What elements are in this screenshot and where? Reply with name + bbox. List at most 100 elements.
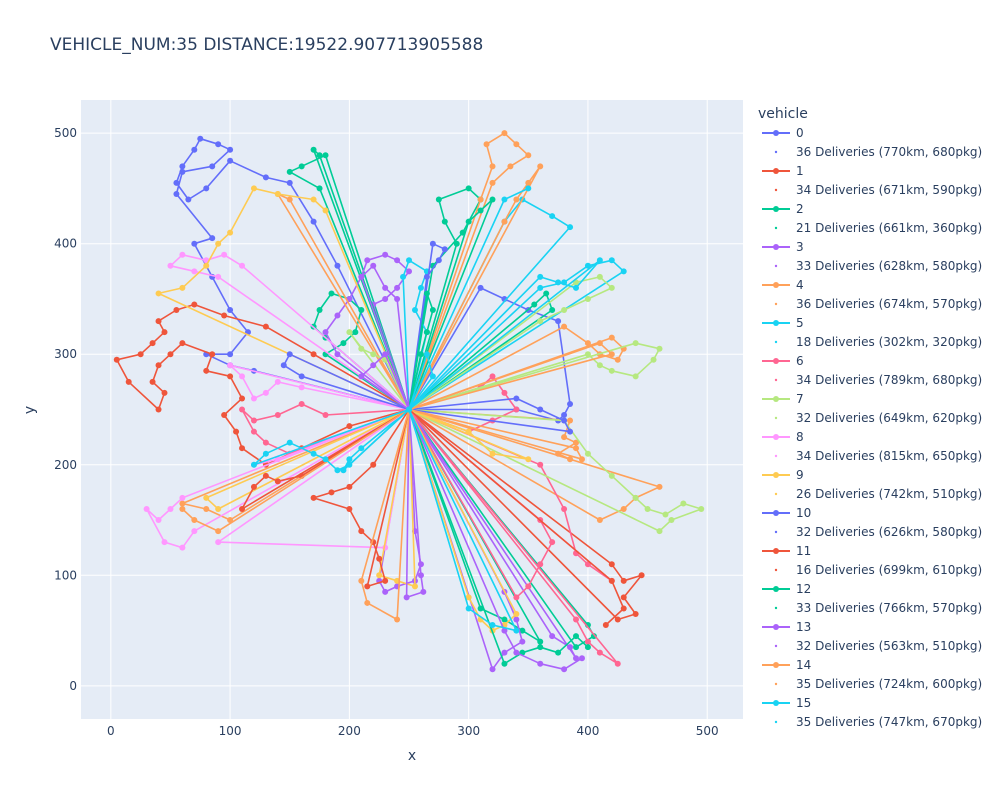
delivery-point xyxy=(334,312,341,319)
legend-item-vehicle[interactable]: 11 xyxy=(762,544,811,558)
legend-item-vehicle[interactable]: 1 xyxy=(762,164,804,178)
delivery-point xyxy=(501,196,508,203)
legend-label: 33 Deliveries (628km, 580pkg) xyxy=(796,259,982,273)
legend-label: 36 Deliveries (770km, 680pkg) xyxy=(796,145,982,159)
delivery-point xyxy=(376,555,383,562)
delivery-point xyxy=(573,616,580,623)
delivery-point xyxy=(250,185,257,192)
delivery-point xyxy=(429,307,436,314)
legend-label: 32 Deliveries (649km, 620pkg) xyxy=(796,411,982,425)
delivery-point xyxy=(227,373,234,380)
legend-item-vehicle[interactable]: 9 xyxy=(762,468,804,482)
legend-item-vehicle[interactable]: 8 xyxy=(762,430,804,444)
legend-item-summary[interactable]: 35 Deliveries (747km, 670pkg) xyxy=(774,715,982,729)
delivery-point xyxy=(501,627,508,634)
legend-marker-swatch xyxy=(773,434,779,440)
delivery-point xyxy=(286,439,293,446)
legend-item-summary[interactable]: 32 Deliveries (649km, 620pkg) xyxy=(774,411,982,425)
legend-item-vehicle[interactable]: 13 xyxy=(762,620,811,634)
delivery-point xyxy=(316,185,323,192)
delivery-point xyxy=(286,351,293,358)
x-tick-label: 500 xyxy=(696,724,719,738)
x-tick-label: 100 xyxy=(219,724,242,738)
legend-item-summary[interactable]: 16 Deliveries (699km, 610pkg) xyxy=(774,563,982,577)
legend-item-summary[interactable]: 33 Deliveries (766km, 570pkg) xyxy=(774,601,982,615)
delivery-point xyxy=(155,318,162,325)
legend-dot-swatch xyxy=(774,378,778,382)
delivery-point xyxy=(608,284,615,291)
delivery-point xyxy=(298,373,305,380)
delivery-point xyxy=(584,351,591,358)
delivery-point xyxy=(322,412,329,419)
delivery-point xyxy=(233,428,240,435)
delivery-point xyxy=(403,594,410,601)
delivery-point xyxy=(149,340,156,347)
delivery-point xyxy=(167,505,174,512)
legend-dot-swatch xyxy=(774,264,778,268)
legend-item-summary[interactable]: 34 Deliveries (671km, 590pkg) xyxy=(774,183,982,197)
legend-label: 5 xyxy=(796,316,804,330)
delivery-point xyxy=(155,362,162,369)
delivery-point xyxy=(239,445,246,452)
legend-item-summary[interactable]: 32 Deliveries (626km, 580pkg) xyxy=(774,525,982,539)
legend[interactable]: 0 36 Deliveries (770km, 680pkg) 1 34 Delive… xyxy=(762,126,982,729)
legend-item-summary[interactable]: 26 Deliveries (742km, 510pkg) xyxy=(774,487,982,501)
delivery-point xyxy=(382,588,389,595)
delivery-point xyxy=(549,307,556,314)
legend-title: vehicle xyxy=(758,106,808,122)
delivery-point xyxy=(596,362,603,369)
delivery-point xyxy=(179,544,186,551)
delivery-point xyxy=(221,412,228,419)
delivery-point xyxy=(298,163,305,170)
legend-item-vehicle[interactable]: 7 xyxy=(762,392,804,406)
delivery-point xyxy=(561,323,568,330)
legend-label: 10 xyxy=(796,506,811,520)
legend-item-vehicle[interactable]: 2 xyxy=(762,202,804,216)
delivery-point xyxy=(543,290,550,297)
legend-item-vehicle[interactable]: 6 xyxy=(762,354,804,368)
legend-item-summary[interactable]: 34 Deliveries (789km, 680pkg) xyxy=(774,373,982,387)
delivery-point xyxy=(537,644,544,651)
legend-item-summary[interactable]: 18 Deliveries (302km, 320pkg) xyxy=(774,335,982,349)
legend-item-summary[interactable]: 35 Deliveries (724km, 600pkg) xyxy=(774,677,982,691)
x-tick-label: 200 xyxy=(338,724,361,738)
legend-item-vehicle[interactable]: 14 xyxy=(762,658,811,672)
legend-item-summary[interactable]: 32 Deliveries (563km, 510pkg) xyxy=(774,639,982,653)
delivery-point xyxy=(262,450,269,457)
delivery-point xyxy=(513,141,520,148)
legend-marker-swatch xyxy=(773,244,779,250)
legend-marker-swatch xyxy=(773,168,779,174)
delivery-point xyxy=(632,610,639,617)
delivery-point xyxy=(537,461,544,468)
legend-item-summary[interactable]: 36 Deliveries (770km, 680pkg) xyxy=(774,145,982,159)
delivery-point xyxy=(358,273,365,280)
delivery-point xyxy=(519,638,526,645)
delivery-point xyxy=(525,583,532,590)
delivery-point xyxy=(370,362,377,369)
legend-item-vehicle[interactable]: 10 xyxy=(762,506,811,520)
delivery-point xyxy=(549,213,556,220)
delivery-point xyxy=(489,163,496,170)
delivery-point xyxy=(328,489,335,496)
legend-item-vehicle[interactable]: 5 xyxy=(762,316,804,330)
x-tick-label: 300 xyxy=(457,724,480,738)
legend-item-summary[interactable]: 34 Deliveries (815km, 650pkg) xyxy=(774,449,982,463)
legend-item-summary[interactable]: 21 Deliveries (661km, 360pkg) xyxy=(774,221,982,235)
delivery-point xyxy=(262,439,269,446)
legend-label: 36 Deliveries (674km, 570pkg) xyxy=(796,297,982,311)
delivery-point xyxy=(250,395,257,402)
legend-item-summary[interactable]: 36 Deliveries (674km, 570pkg) xyxy=(774,297,982,311)
delivery-point xyxy=(179,494,186,501)
delivery-point xyxy=(417,284,424,291)
legend-item-vehicle[interactable]: 15 xyxy=(762,696,811,710)
delivery-point xyxy=(227,351,234,358)
legend-item-summary[interactable]: 33 Deliveries (628km, 580pkg) xyxy=(774,259,982,273)
legend-label: 2 xyxy=(796,202,804,216)
legend-item-vehicle[interactable]: 0 xyxy=(762,126,804,140)
legend-item-vehicle[interactable]: 4 xyxy=(762,278,804,292)
y-tick-label: 400 xyxy=(54,237,77,251)
legend-item-vehicle[interactable]: 12 xyxy=(762,582,811,596)
delivery-point xyxy=(501,389,508,396)
delivery-point xyxy=(656,528,663,535)
legend-item-vehicle[interactable]: 3 xyxy=(762,240,804,254)
